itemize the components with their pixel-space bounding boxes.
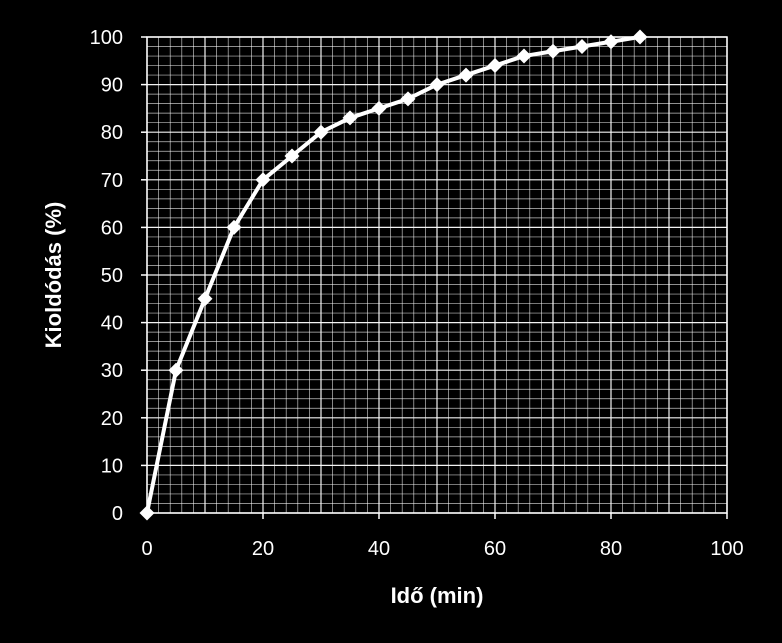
y-tick-label: 60 (101, 217, 123, 239)
x-axis-title: Idő (min) (391, 583, 484, 608)
y-tick-label: 90 (101, 75, 123, 97)
data-point-marker (487, 58, 503, 74)
data-point-marker (255, 172, 271, 188)
x-tick-label: 40 (368, 538, 390, 560)
x-tick-label: 20 (252, 538, 274, 560)
x-tick-label: 80 (600, 538, 622, 560)
data-point-marker (458, 67, 474, 83)
grid-lines (146, 36, 728, 514)
data-point-marker (429, 77, 445, 93)
x-tick-label: 0 (141, 538, 152, 560)
data-point-marker (603, 34, 619, 50)
data-point-marker (400, 91, 416, 107)
y-tick-label: 80 (101, 122, 123, 144)
data-point-marker (197, 291, 213, 307)
data-point-marker (632, 29, 648, 45)
data-point-marker (313, 124, 329, 140)
y-tick-label: 40 (101, 313, 123, 335)
series-dissolution (139, 29, 648, 521)
y-tick-label: 50 (101, 265, 123, 287)
y-tick-label: 20 (101, 408, 123, 430)
tick-labels: 0 20 40 60 80 100 0 10 20 30 40 50 60 70 80 90 100 (90, 27, 744, 560)
x-tick-label: 100 (710, 538, 743, 560)
data-point-marker (516, 48, 532, 64)
y-axis-title: Kioldódás (%) (41, 202, 66, 349)
y-tick-label: 70 (101, 170, 123, 192)
y-tick-label: 30 (101, 360, 123, 382)
data-point-marker (168, 362, 184, 378)
y-tick-label: 100 (90, 27, 123, 49)
data-point-marker (574, 39, 590, 55)
data-point-marker (371, 100, 387, 116)
data-point-marker (226, 219, 242, 235)
data-point-marker (284, 148, 300, 164)
data-point-marker (342, 110, 358, 126)
data-point-marker (545, 43, 561, 59)
y-tick-label: 0 (112, 503, 123, 525)
y-tick-label: 10 (101, 455, 123, 477)
x-tick-label: 60 (484, 538, 506, 560)
